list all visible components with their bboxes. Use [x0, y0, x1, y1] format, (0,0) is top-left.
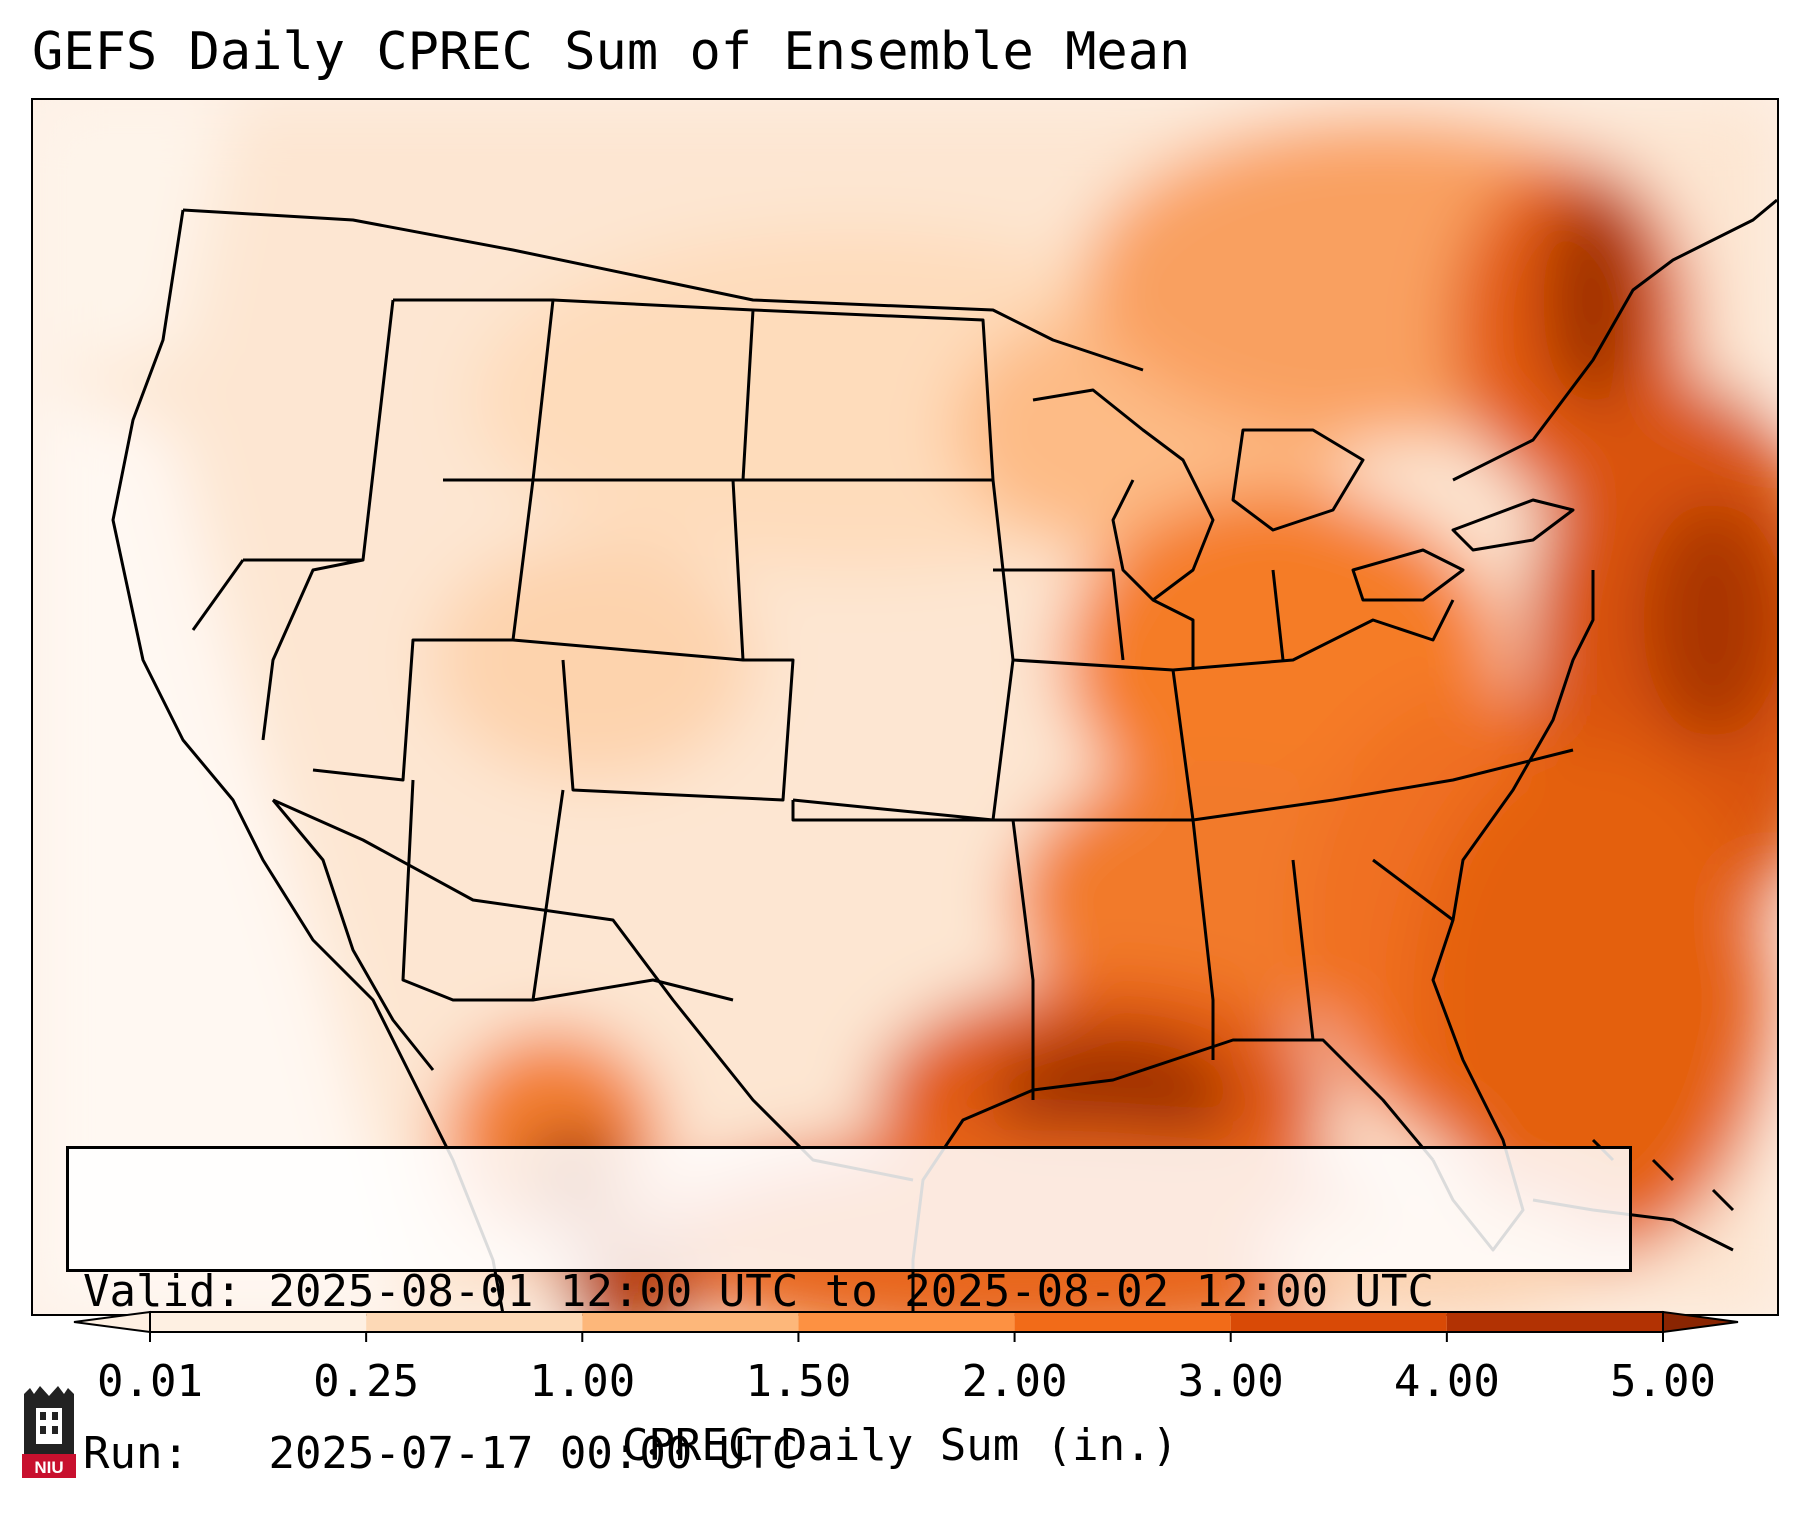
- run-label: Run:: [83, 1428, 189, 1479]
- colorbar-tick-label: 2.00: [961, 1356, 1068, 1407]
- colorbar-tick-label: 3.00: [1177, 1356, 1284, 1407]
- precip-map[interactable]: [31, 98, 1779, 1316]
- colorbar-swatch: [582, 1312, 799, 1332]
- colorbar-tick-label: 4.00: [1393, 1356, 1500, 1407]
- valid-value: 2025-08-01 12:00 UTC to 2025-08-02 12:00…: [268, 1266, 1435, 1317]
- colorbar-tick-label: 5.00: [1610, 1356, 1716, 1407]
- colorbar-outline: [149, 1311, 1664, 1333]
- page-title: GEFS Daily CPREC Sum of Ensemble Mean: [32, 22, 1191, 82]
- info-box: Valid: 2025-08-01 12:00 UTC to 2025-08-0…: [66, 1146, 1632, 1479]
- run-row: Run: 2025-07-17 00:00 UTC: [83, 1427, 1615, 1481]
- run-value: 2025-07-17 00:00 UTC: [268, 1428, 799, 1479]
- colorbar-swatch: [1446, 1312, 1663, 1332]
- colorbar-tick-label: 0.25: [313, 1356, 420, 1407]
- colorbar-extend-low: [73, 1310, 151, 1334]
- colorbar-tick-label: 1.50: [745, 1356, 852, 1407]
- map-boundaries: [111, 198, 1777, 1314]
- colorbar-tick-label: 1.00: [529, 1356, 636, 1407]
- colorbar-extend-high: [1662, 1310, 1739, 1334]
- colorbar: [73, 1310, 1739, 1342]
- colorbar-swatch: [150, 1312, 367, 1332]
- colorbar-label: CPREC Daily Sum (in.): [621, 1420, 1179, 1471]
- colorbar-tick-label: 0.01: [97, 1356, 203, 1407]
- colorbar-ticks: [149, 1332, 1664, 1342]
- valid-label: Valid:: [83, 1266, 242, 1317]
- colorbar-swatch: [366, 1312, 583, 1332]
- colorbar-swatch: [1230, 1312, 1447, 1332]
- precip-field: [33, 100, 1777, 1314]
- logo-text: NIU: [34, 1458, 63, 1477]
- colorbar-swatches: [73, 1310, 1739, 1334]
- colorbar-swatch: [1014, 1312, 1231, 1332]
- colorbar-swatch: [798, 1312, 1015, 1332]
- valid-row: Valid: 2025-08-01 12:00 UTC to 2025-08-0…: [83, 1265, 1615, 1319]
- niu-castle-logo-icon: NIU: [22, 1386, 76, 1478]
